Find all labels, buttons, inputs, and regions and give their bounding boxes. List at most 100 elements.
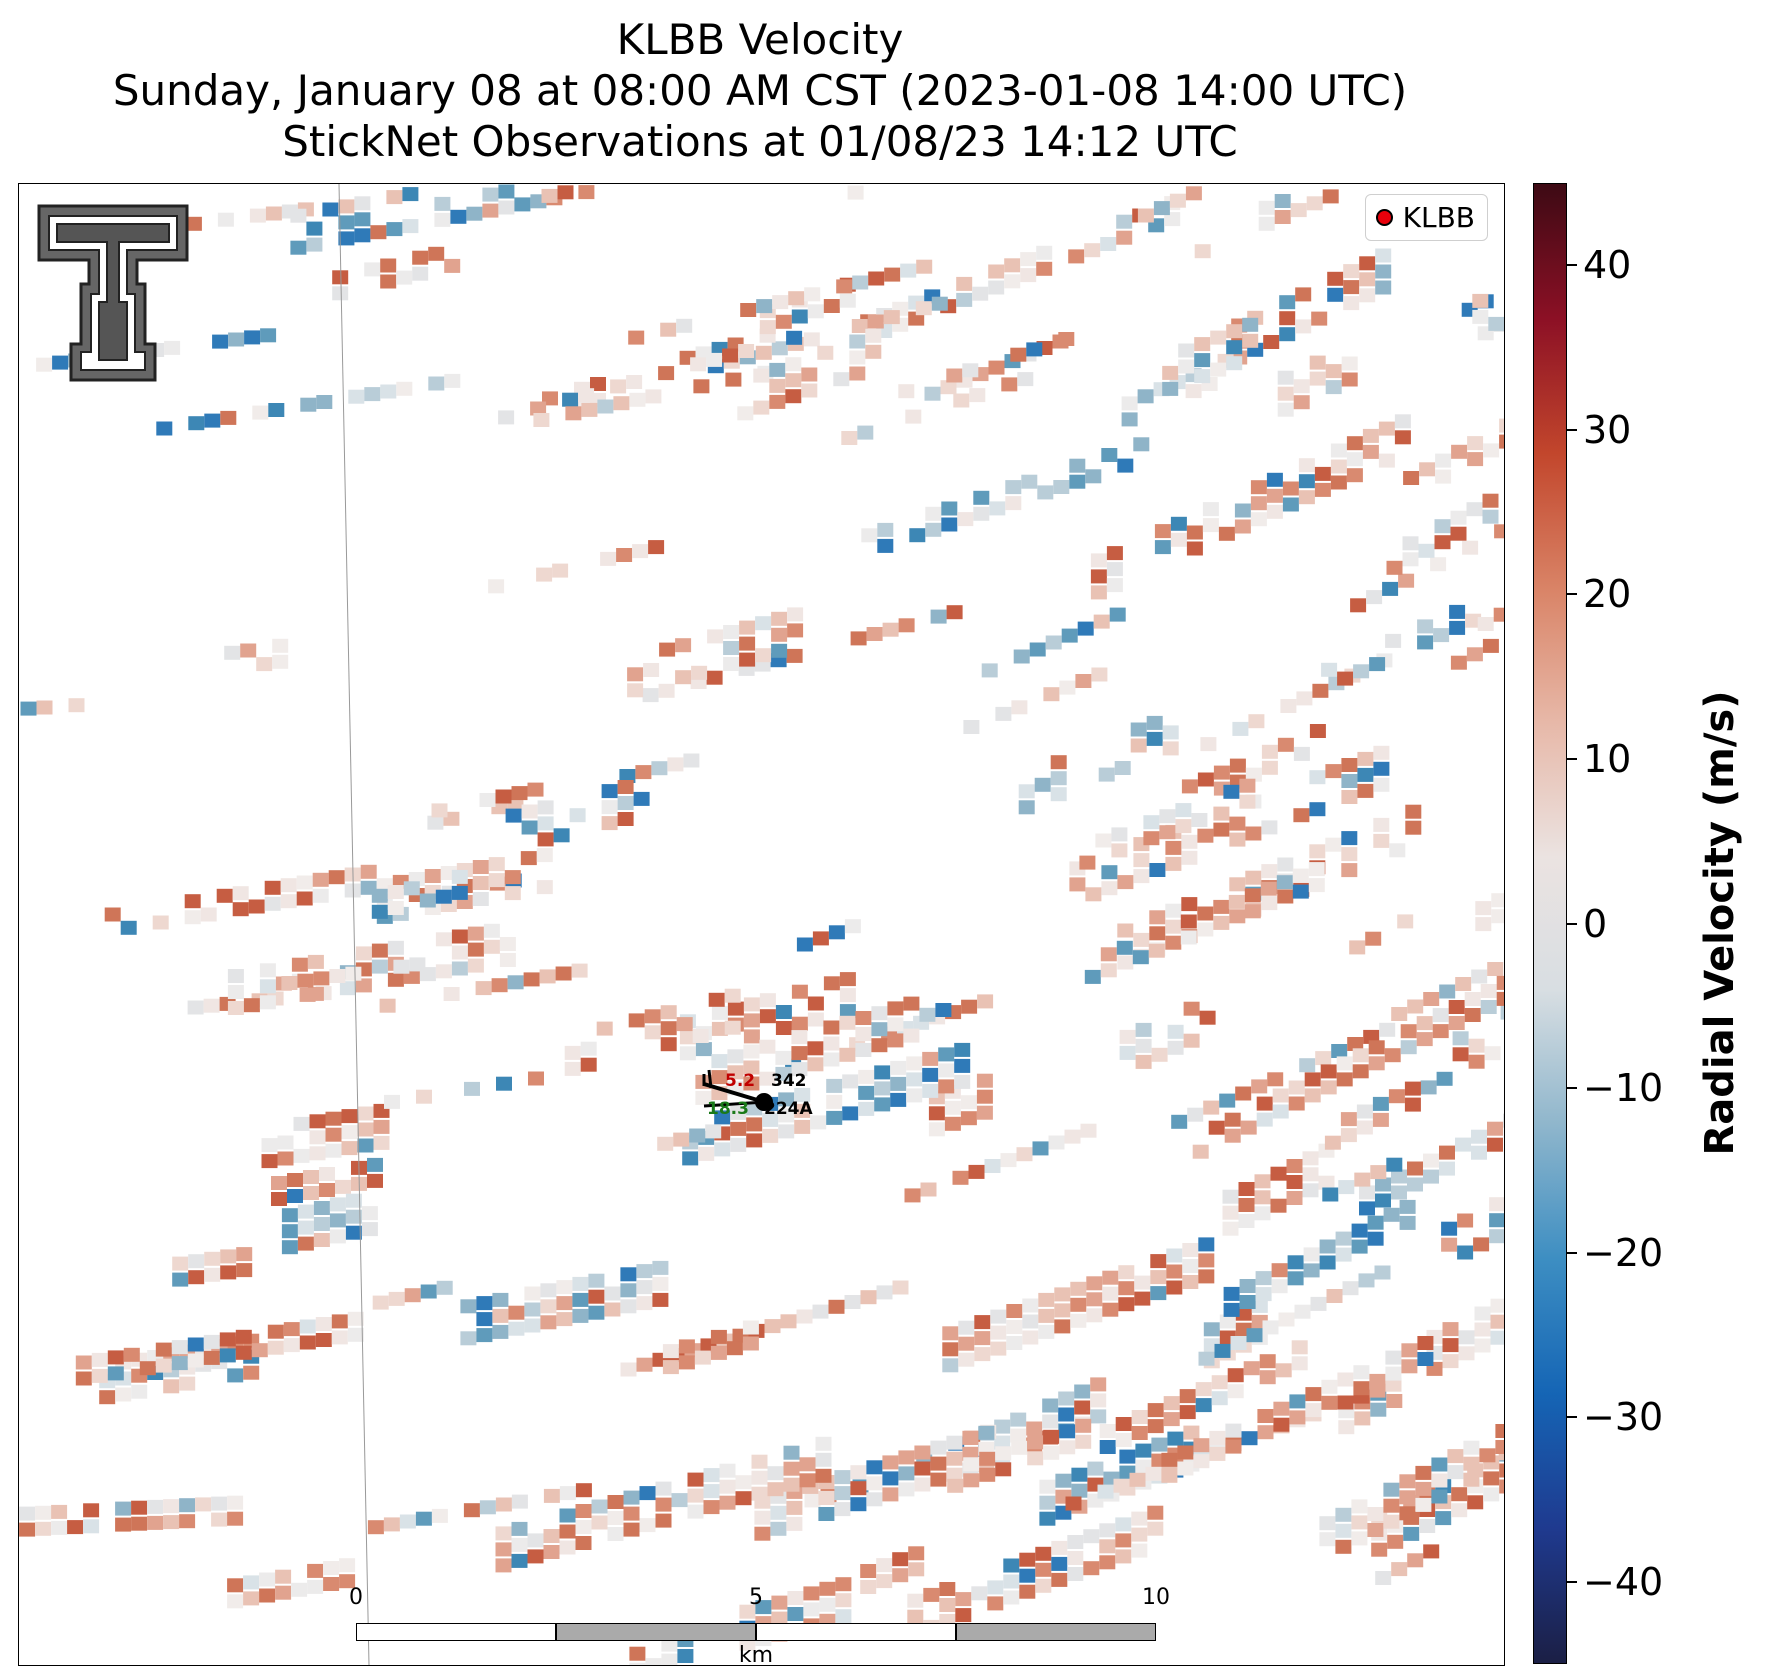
velocity-cell	[1343, 280, 1360, 295]
velocity-cell	[1178, 343, 1195, 358]
velocity-cell	[341, 1125, 358, 1140]
velocity-cell	[660, 322, 677, 337]
velocity-cell	[1254, 1174, 1271, 1189]
velocity-cell	[920, 1182, 937, 1197]
velocity-cell	[511, 786, 528, 801]
velocity-cell	[232, 902, 249, 917]
velocity-cell	[1442, 1322, 1459, 1337]
velocity-cell	[1223, 1302, 1240, 1317]
velocity-cell	[839, 1047, 856, 1062]
velocity-cell	[1458, 1346, 1475, 1361]
velocity-cell	[464, 1081, 480, 1096]
velocity-cell	[107, 1366, 124, 1381]
velocity-cell	[275, 1585, 292, 1600]
velocity-cell	[617, 796, 634, 810]
velocity-cell	[791, 1046, 808, 1061]
velocity-cell	[364, 262, 381, 277]
velocity-cell	[1161, 1452, 1178, 1467]
velocity-cell	[1019, 1584, 1036, 1599]
velocity-cell	[492, 1292, 509, 1307]
velocity-cell	[1349, 940, 1366, 955]
velocity-cell	[1061, 628, 1078, 643]
velocity-cell	[443, 987, 460, 1001]
radar-site-marker-icon	[1375, 209, 1393, 226]
velocity-cell	[504, 870, 521, 885]
velocity-cell	[188, 416, 205, 431]
velocity-cell	[839, 293, 856, 308]
velocity-cell	[1226, 356, 1243, 371]
velocity-cell	[947, 1478, 964, 1493]
velocity-cell	[683, 753, 700, 768]
velocity-cell	[1464, 1008, 1481, 1022]
velocity-cell	[994, 1419, 1011, 1434]
velocity-cell	[903, 1028, 920, 1043]
velocity-cell	[575, 1483, 592, 1498]
velocity-cell	[1407, 1177, 1423, 1192]
velocity-cell	[906, 1072, 923, 1087]
velocity-cell	[345, 966, 362, 981]
velocity-cell	[1471, 1145, 1487, 1160]
velocity-cell	[954, 1074, 971, 1089]
velocity-cell	[243, 1591, 260, 1606]
velocity-cell	[571, 963, 588, 978]
velocity-cell	[662, 1360, 679, 1375]
velocity-cell	[909, 528, 926, 543]
velocity-cell	[1295, 319, 1312, 334]
velocity-cell	[1375, 1571, 1392, 1585]
velocity-cell	[35, 1521, 52, 1536]
velocity-cell	[275, 1569, 292, 1584]
velocity-cell	[968, 1164, 985, 1179]
velocity-cell	[1059, 1440, 1076, 1455]
velocity-cell	[1335, 1507, 1352, 1522]
velocity-cell	[543, 1529, 560, 1543]
velocity-cell	[979, 1467, 996, 1482]
velocity-cell	[219, 1332, 236, 1347]
velocity-cell	[171, 1340, 188, 1355]
velocity-cell	[1099, 1555, 1116, 1570]
velocity-cell	[841, 431, 858, 445]
velocity-cell	[287, 1173, 303, 1187]
velocity-cell	[1341, 372, 1358, 387]
velocity-cell	[956, 276, 973, 291]
velocity-cell	[1375, 248, 1392, 263]
velocity-cell	[988, 280, 1005, 295]
velocity-cell	[1353, 664, 1370, 679]
velocity-cell	[227, 969, 244, 983]
velocity-cell	[348, 389, 365, 404]
velocity-cell	[211, 1496, 228, 1511]
velocity-cell	[1178, 359, 1195, 374]
velocity-cell	[740, 303, 757, 317]
velocity-cell	[908, 1546, 925, 1561]
velocity-cell	[483, 923, 500, 938]
velocity-cell	[1036, 261, 1053, 276]
velocity-cell	[775, 1005, 792, 1019]
velocity-cell	[628, 330, 645, 345]
velocity-cell	[565, 406, 582, 421]
velocity-cell	[769, 394, 786, 409]
velocity-cell	[204, 413, 221, 428]
velocity-cell	[771, 341, 788, 356]
velocity-cell	[1195, 1398, 1212, 1413]
velocity-cell	[444, 258, 461, 273]
velocity-cell	[1465, 613, 1482, 628]
velocity-cell	[1479, 1448, 1496, 1463]
velocity-cell	[775, 314, 792, 329]
velocity-cell	[1179, 1405, 1196, 1420]
velocity-cell	[1018, 800, 1035, 815]
velocity-cell	[1276, 875, 1293, 890]
velocity-cell	[644, 1009, 661, 1024]
velocity-cell	[1209, 1446, 1226, 1461]
velocity-cell	[1289, 1394, 1306, 1409]
velocity-cell	[1288, 1096, 1305, 1111]
velocity-cell	[315, 1317, 332, 1331]
velocity-cell	[865, 328, 882, 343]
velocity-cell	[874, 1097, 891, 1112]
velocity-cell	[785, 373, 802, 388]
velocity-cell	[1336, 1056, 1353, 1071]
velocity-cell	[755, 345, 772, 360]
velocity-cell	[1261, 760, 1278, 775]
velocity-cell	[511, 1537, 528, 1552]
velocity-cell	[1225, 1439, 1242, 1454]
velocity-cell	[890, 1060, 907, 1075]
velocity-cell	[341, 1141, 358, 1156]
